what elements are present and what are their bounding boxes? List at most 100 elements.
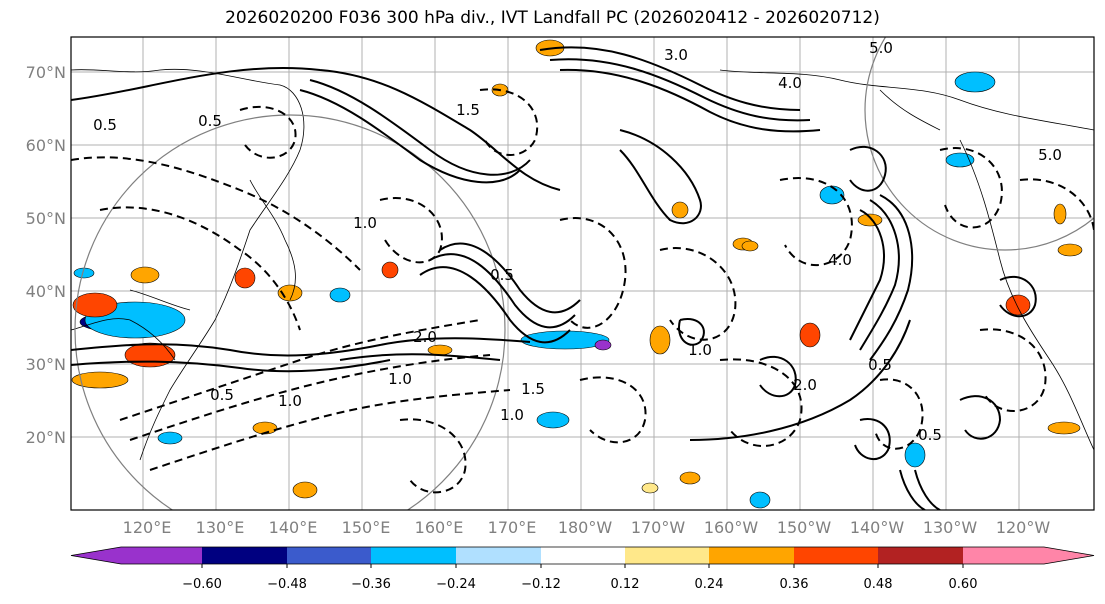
lon-label: 140°W: [850, 518, 905, 537]
shading-blob: [71, 371, 129, 389]
lon-label: 130°W: [923, 518, 978, 537]
shading-blob: [594, 339, 612, 351]
map-border: [70, 36, 1095, 511]
shading-blob: [234, 267, 256, 289]
colorbar-tick-label: 0.24: [695, 577, 724, 592]
contour-label: 0.5: [490, 266, 514, 284]
lon-label: 130°E: [196, 518, 245, 537]
figure-title: 2026020200 F036 300 hPa div., IVT Landfa…: [225, 8, 880, 28]
shading-blob: [427, 344, 453, 356]
shading-blob: [857, 213, 883, 227]
contour-label: 0.5: [210, 386, 234, 404]
colorbar-tick-label: −0.48: [267, 577, 307, 592]
solid-contours: [71, 46, 1037, 510]
colorbar-tick-label: 0.36: [780, 577, 809, 592]
shading-blob: [381, 261, 399, 279]
shading-blob: [72, 292, 118, 318]
colorbar-tick-label: 0.48: [864, 577, 893, 592]
colorbar-segment: [878, 547, 963, 564]
shading-blob: [130, 266, 160, 284]
lat-label: 20°N: [26, 428, 66, 447]
shading-blob: [329, 287, 351, 303]
contour-label: 1.5: [456, 101, 480, 119]
contour-label: 1.0: [278, 392, 302, 410]
shading-blob: [1057, 243, 1083, 257]
colorbar-tick-label: 0.12: [611, 577, 640, 592]
contour-labels: 0.5 1.0 2.0 3.0 4.0 5.0 1.5 0.5 1.0 2.0 0.5 1.0 1.5 0…: [93, 39, 1062, 444]
lon-label: 120°W: [996, 518, 1051, 537]
colorbar-segment: [794, 547, 878, 564]
shading-blob: [945, 152, 975, 168]
lon-label: 160°E: [415, 518, 464, 537]
colorbar-segment: [202, 547, 287, 564]
shading-blob: [124, 342, 176, 368]
contour-label: 4.0: [778, 74, 802, 92]
colorbar-segment: [287, 547, 371, 564]
lon-label: 180°W: [558, 518, 613, 537]
lon-label: 170°W: [631, 518, 686, 537]
colorbar-tick-label: −0.36: [351, 577, 391, 592]
colorbar-segment: [625, 547, 709, 564]
colorbar-segment: [963, 547, 1094, 564]
shading-blob: [749, 491, 771, 509]
shading-blob: [1005, 294, 1031, 316]
shading-blob: [741, 240, 759, 252]
coastlines: [71, 68, 1094, 461]
lon-label: 140°E: [269, 518, 318, 537]
shading-blob: [536, 411, 570, 429]
colorbar-segment: [541, 547, 625, 564]
shading-blob: [904, 442, 926, 468]
shading-blob: [520, 330, 610, 350]
colorbar-tick-label: −0.12: [521, 577, 561, 592]
latitude-labels: 70°N 60°N 50°N 40°N 30°N 20°N: [26, 63, 66, 447]
contour-label: 1.0: [688, 341, 712, 359]
contour-label: 4.0: [828, 251, 852, 269]
lon-label: 150°W: [777, 518, 832, 537]
lon-label: 120°E: [123, 518, 172, 537]
divergence-shading: [71, 39, 1083, 509]
contour-label: 5.0: [869, 39, 893, 57]
contour-label: 1.0: [500, 406, 524, 424]
shading-blob: [954, 71, 996, 93]
shading-blob: [157, 431, 183, 445]
colorbar-tick-label: 0.60: [949, 577, 978, 592]
contour-label: 0.5: [918, 426, 942, 444]
shading-blob: [292, 481, 318, 499]
radius-circles: [74, 37, 1094, 510]
shading-blob: [641, 482, 659, 494]
contour-label: 5.0: [1038, 146, 1062, 164]
shading-blob: [1053, 203, 1067, 225]
contour-label: 0.5: [868, 356, 892, 374]
shading-blob: [649, 325, 671, 355]
lon-label: 160°W: [704, 518, 759, 537]
colorbar-segment: [709, 547, 794, 564]
contour-label: 0.5: [198, 112, 222, 130]
colorbar-tick-label: −0.24: [436, 577, 476, 592]
lat-label: 30°N: [26, 355, 66, 374]
colorbar: [70, 546, 1095, 565]
longitude-labels: 120°E 130°E 140°E 150°E 160°E 170°E 180°W 170°W…: [123, 518, 1051, 537]
colorbar-tick-label: −0.60: [182, 577, 222, 592]
contour-label: 1.5: [521, 380, 545, 398]
lat-label: 40°N: [26, 282, 66, 301]
lon-label: 170°E: [488, 518, 537, 537]
contour-label: 1.0: [353, 214, 377, 232]
lon-label: 150°E: [342, 518, 391, 537]
lat-label: 70°N: [26, 63, 66, 82]
lat-label: 50°N: [26, 209, 66, 228]
shading-blob: [679, 471, 701, 485]
colorbar-segment: [371, 547, 456, 564]
contour-label: 1.0: [388, 370, 412, 388]
lat-label: 60°N: [26, 136, 66, 155]
shading-blob: [671, 201, 689, 219]
colorbar-segment: [71, 547, 202, 564]
contour-label: 2.0: [793, 376, 817, 394]
contour-label: 3.0: [664, 46, 688, 64]
colorbar-segment: [456, 547, 541, 564]
dashed-contours: [71, 88, 1094, 494]
shading-blob: [1047, 421, 1081, 435]
shading-blob: [799, 322, 821, 348]
contour-label: 0.5: [93, 116, 117, 134]
colorbar-outline: [70, 546, 1095, 565]
